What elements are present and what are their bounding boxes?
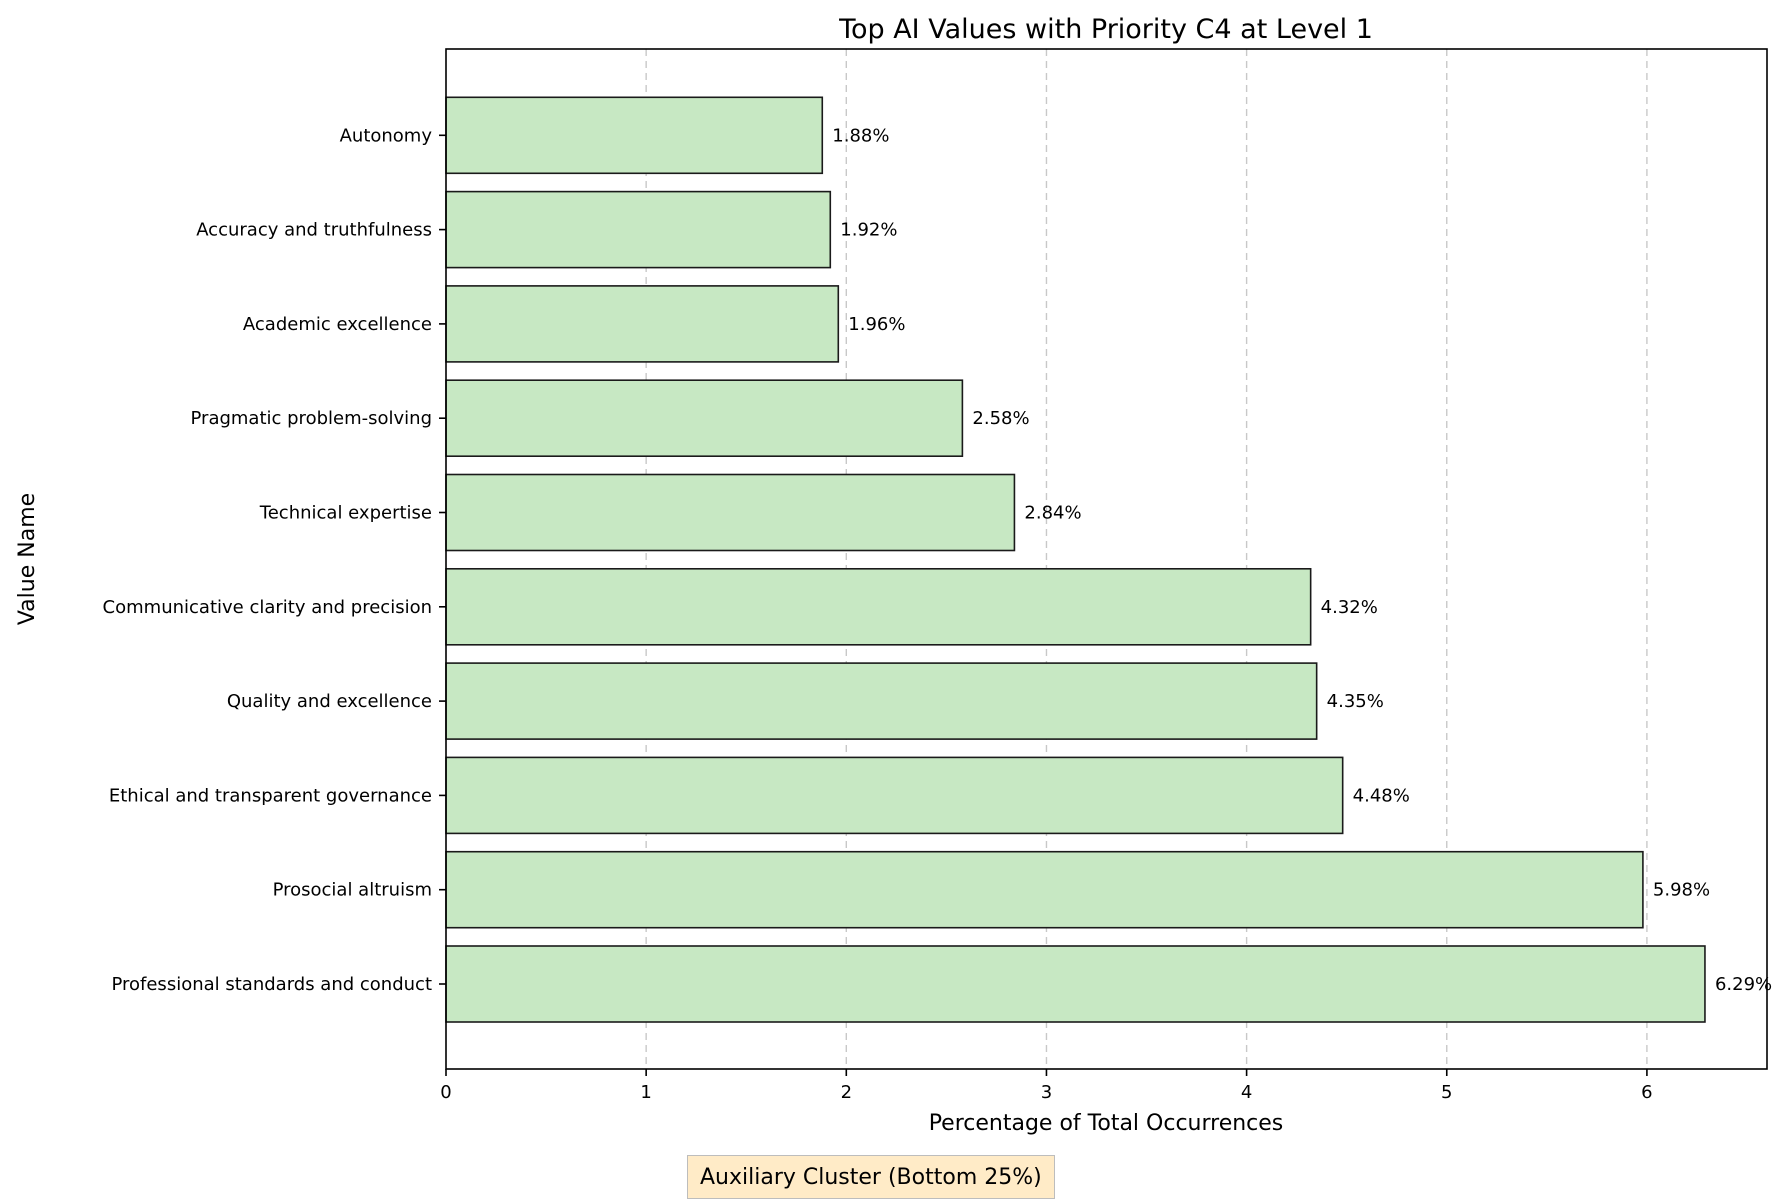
data-label: 2.84% xyxy=(1024,503,1081,524)
x-tick-label: 4 xyxy=(1241,1082,1252,1103)
bar xyxy=(445,662,1318,740)
y-tick-label: Ethical and transparent governance xyxy=(109,785,432,806)
y-tick-label: Quality and excellence xyxy=(227,691,432,712)
data-label: 1.96% xyxy=(848,314,905,335)
bar xyxy=(445,285,840,363)
grid-lines xyxy=(645,49,1648,1069)
y-tick-label: Technical expertise xyxy=(259,503,432,524)
y-tick-label: Pragmatic problem-solving xyxy=(191,408,433,429)
y-axis-ticks: Professional standards and conduct Prosoc… xyxy=(103,125,446,995)
data-label: 6.29% xyxy=(1715,974,1772,995)
plot-frame xyxy=(445,48,1768,1070)
bar xyxy=(445,190,832,269)
data-label: 4.48% xyxy=(1353,785,1410,806)
bar xyxy=(445,850,1644,929)
x-tick-label: 3 xyxy=(1041,1082,1052,1103)
data-label: 5.98% xyxy=(1653,880,1710,901)
x-axis-ticks: 0 1 2 3 4 5 6 xyxy=(440,1069,1653,1103)
y-tick-label: Accuracy and truthfulness xyxy=(196,220,432,241)
y-tick-label: Academic excellence xyxy=(243,314,432,335)
x-tick-label: 2 xyxy=(841,1082,852,1103)
data-label: 2.58% xyxy=(972,408,1029,429)
x-axis-label: Percentage of Total Occurrences xyxy=(929,1111,1284,1136)
bar xyxy=(445,945,1706,1023)
data-label: 1.88% xyxy=(832,125,889,146)
y-tick-label: Professional standards and conduct xyxy=(111,974,432,995)
x-tick-label: 5 xyxy=(1441,1082,1452,1103)
bar xyxy=(445,96,824,175)
chart-title: Top AI Values with Priority C4 at Level … xyxy=(838,14,1373,45)
bar xyxy=(445,473,1016,552)
cluster-annotation-box: Auxiliary Cluster (Bottom 25%) xyxy=(687,1155,1055,1199)
y-tick-label: Communicative clarity and precision xyxy=(103,597,432,618)
x-tick-label: 6 xyxy=(1641,1082,1652,1103)
y-tick-label: Prosocial altruism xyxy=(273,880,432,901)
data-label: 4.35% xyxy=(1327,691,1384,712)
bar xyxy=(445,756,1344,835)
x-tick-label: 1 xyxy=(640,1082,651,1103)
y-axis-label: Value Name xyxy=(15,493,40,625)
data-label: 4.32% xyxy=(1321,597,1378,618)
bars: 6.29% 5.98% 4.48% 4.35% 4.32% 2.84% 2.58% 1.96%… xyxy=(445,96,1772,1023)
bar xyxy=(445,379,964,458)
data-label: 1.92% xyxy=(840,220,897,241)
bar xyxy=(445,567,1312,646)
y-tick-label: Autonomy xyxy=(340,125,433,146)
x-tick-label: 0 xyxy=(440,1082,451,1103)
